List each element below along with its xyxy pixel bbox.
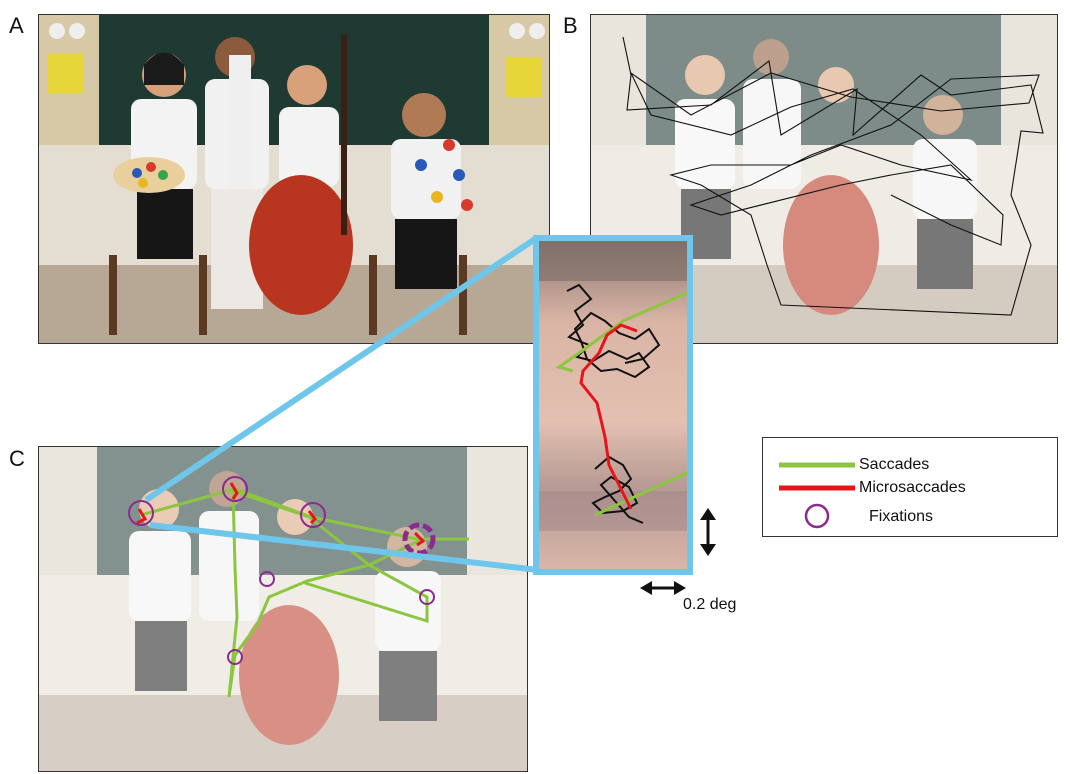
scale-label: 0.2 deg <box>683 596 737 613</box>
classroom-photo <box>39 15 549 343</box>
saccade-path <box>140 487 469 698</box>
fixation-circle <box>222 476 248 502</box>
scanpath-trace <box>622 36 1044 316</box>
fixation-circle <box>419 589 435 605</box>
panel-label-a: A <box>9 13 24 38</box>
zoom-inset <box>533 235 693 575</box>
fixation-circle <box>300 502 326 528</box>
panel-c-fixations <box>38 446 528 772</box>
panel-label-c: C <box>9 446 25 471</box>
fixation-circle <box>259 571 275 587</box>
legend: Saccades Microsaccades Fixations <box>762 437 1058 537</box>
fixation-photo <box>39 447 527 771</box>
vertical-scale-arrow <box>700 508 716 556</box>
microsaccade-path-3 <box>307 510 317 525</box>
inset-microsaccade <box>579 323 638 510</box>
fixation-circle <box>227 649 243 665</box>
legend-label-saccades: Saccades <box>859 456 930 473</box>
microsaccade-path-2 <box>229 482 239 500</box>
inset-saccade-2 <box>594 471 687 517</box>
microsaccade-path-4 <box>413 531 426 547</box>
fixation-circle <box>402 522 436 556</box>
eye-trace-2 <box>591 455 644 524</box>
panel-label-b: B <box>563 13 578 38</box>
legend-fixation-swatch <box>804 503 830 529</box>
horizontal-scale-arrow <box>640 581 686 595</box>
panel-a-photo <box>38 14 550 344</box>
legend-swatches <box>779 462 855 529</box>
zoom-inset-plot <box>539 241 687 569</box>
fixation-circle <box>128 500 154 526</box>
eye-trace <box>566 283 661 379</box>
inset-saccade <box>555 291 687 373</box>
microsaccade-path <box>136 508 148 525</box>
legend-label-microsaccades: Microsaccades <box>859 479 966 496</box>
legend-label-fixations: Fixations <box>869 508 934 525</box>
